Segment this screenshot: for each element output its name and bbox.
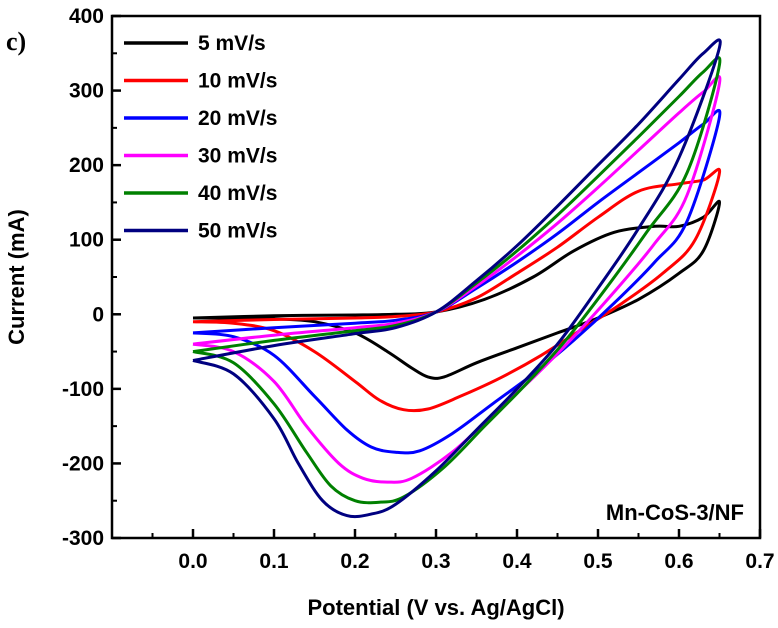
x-tick-label: 0.7 xyxy=(745,550,774,573)
y-tick-label: 200 xyxy=(69,154,104,177)
x-tick-label: 0.0 xyxy=(178,550,207,573)
legend: 5 mV/s 10 mV/s 20 mV/s 30 mV/s 40 mV/s 50 mV/… xyxy=(124,32,277,243)
y-axis: -300 -200 -100 0 100 200 300 400 xyxy=(62,5,121,550)
legend-label: 5 mV/s xyxy=(198,32,266,55)
y-tick-label: 300 xyxy=(69,80,104,103)
y-tick-label: 400 xyxy=(69,5,104,28)
x-axis: 0.0 0.1 0.2 0.3 0.4 0.5 0.6 0.7 xyxy=(151,529,775,573)
series-line xyxy=(192,75,722,484)
y-tick-label: -200 xyxy=(62,452,104,475)
legend-label: 30 mV/s xyxy=(198,145,277,168)
x-tick-label: 0.2 xyxy=(340,550,369,573)
x-tick-label: 0.1 xyxy=(259,550,289,573)
y-axis-title: Current (mA) xyxy=(4,209,29,345)
x-tick-label: 0.4 xyxy=(502,550,532,573)
y-tick-label: 100 xyxy=(69,229,104,252)
series-line xyxy=(192,38,722,519)
x-tick-label: 0.6 xyxy=(664,550,693,573)
y-tick-label: 0 xyxy=(92,303,104,326)
x-tick-label: 0.3 xyxy=(421,550,450,573)
cv-curves xyxy=(192,38,722,519)
plot-frame xyxy=(110,14,762,540)
legend-label: 10 mV/s xyxy=(198,70,277,93)
legend-label: 50 mV/s xyxy=(198,220,277,243)
series-line xyxy=(192,167,722,413)
legend-label: 20 mV/s xyxy=(198,107,277,130)
panel-label: c) xyxy=(6,27,26,56)
y-tick-label: -300 xyxy=(62,527,104,550)
chart-annotation: Mn-CoS-3/NF xyxy=(606,500,744,525)
x-axis-title: Potential (V vs. Ag/AgCl) xyxy=(307,595,564,620)
x-tick-label: 0.5 xyxy=(583,550,613,573)
y-tick-label: -100 xyxy=(62,378,104,401)
legend-label: 40 mV/s xyxy=(198,182,277,205)
